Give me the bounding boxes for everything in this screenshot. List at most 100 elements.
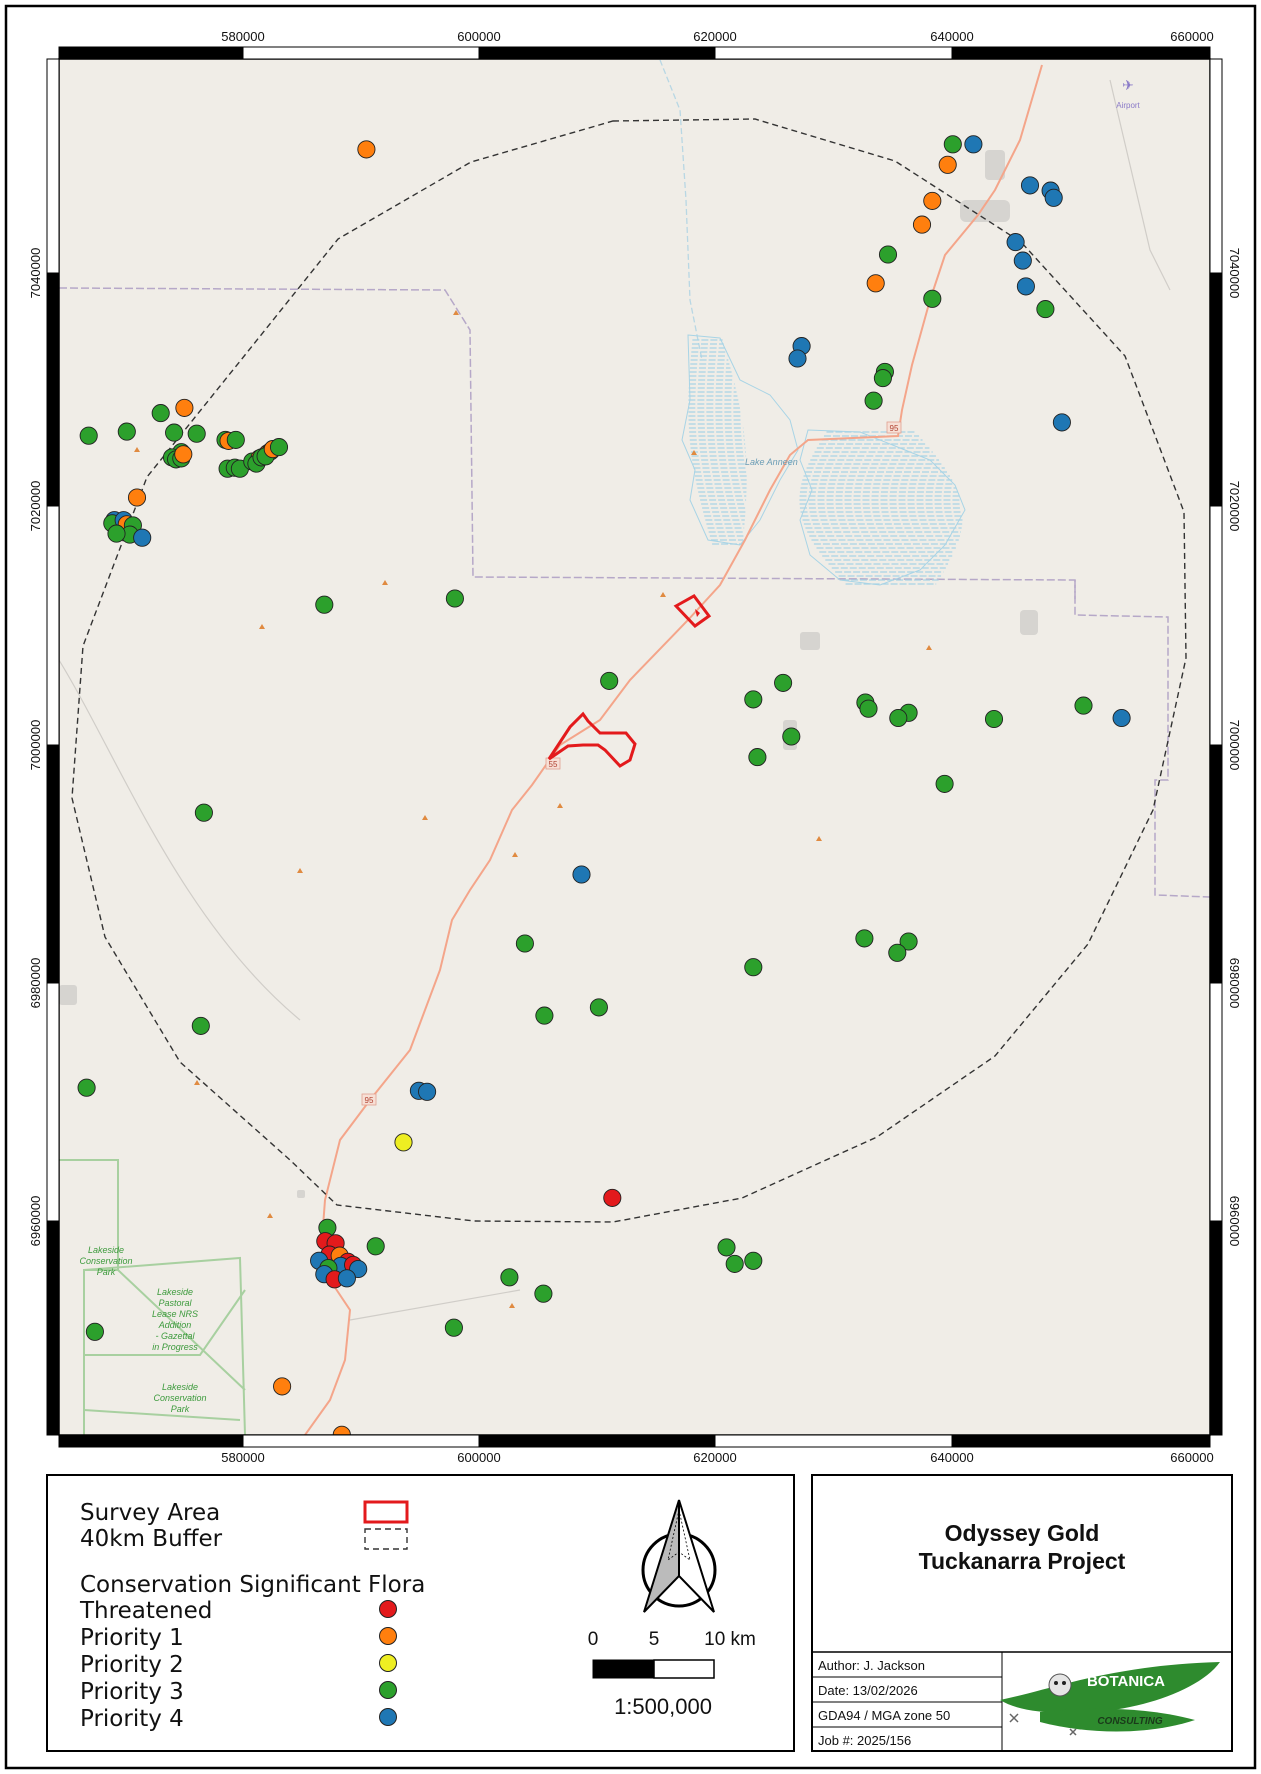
priority-3-point[interactable] bbox=[500, 1268, 519, 1287]
svg-text:95: 95 bbox=[365, 1096, 374, 1105]
priority-3-point[interactable] bbox=[725, 1254, 744, 1273]
priority-3-point[interactable] bbox=[864, 391, 883, 410]
x-tick-top: 660000 bbox=[1170, 29, 1213, 44]
priority-4-point[interactable] bbox=[1016, 277, 1035, 296]
priority-3-point[interactable] bbox=[107, 524, 126, 543]
priority-3-point[interactable] bbox=[444, 1318, 463, 1337]
priority-1-point[interactable] bbox=[273, 1377, 292, 1396]
priority-3-point[interactable] bbox=[873, 369, 892, 388]
priority-4-point[interactable] bbox=[1112, 708, 1131, 728]
priority-4-point[interactable] bbox=[133, 528, 152, 547]
priority-3-point[interactable] bbox=[117, 422, 136, 441]
scale-bar: 0 5 10 km 1:500,000 bbox=[588, 1629, 756, 1719]
priority-3-point[interactable] bbox=[923, 289, 942, 308]
priority-3-point[interactable] bbox=[855, 929, 874, 948]
survey-area-north[interactable] bbox=[673, 594, 712, 628]
priority-3-point[interactable] bbox=[889, 708, 908, 728]
priority-4-point[interactable] bbox=[964, 135, 983, 154]
svg-text:✈: ✈ bbox=[1122, 77, 1134, 93]
priority-4-point[interactable] bbox=[572, 865, 591, 884]
priority-3-point[interactable] bbox=[600, 671, 619, 690]
priority-1-point[interactable] bbox=[174, 445, 193, 464]
priority-1-point[interactable] bbox=[923, 191, 942, 210]
legend-heading: Conservation Significant Flora bbox=[80, 1572, 425, 1598]
priority-3-point[interactable] bbox=[534, 1284, 553, 1303]
priority-1-point[interactable] bbox=[866, 274, 885, 293]
priority-3-point[interactable] bbox=[77, 1078, 96, 1097]
priority-3-point[interactable] bbox=[165, 423, 184, 442]
priority-4-point[interactable] bbox=[1020, 176, 1040, 195]
priority-1-point[interactable] bbox=[175, 398, 194, 417]
priority-3-point[interactable] bbox=[744, 690, 763, 709]
priority-3-point[interactable] bbox=[878, 245, 898, 264]
title-block: Odyssey Gold Tuckanarra Project Author: … bbox=[811, 1474, 1233, 1752]
lake-label: Lake Anneen bbox=[745, 457, 798, 467]
priority-4-point[interactable] bbox=[418, 1082, 437, 1101]
priority-3-point[interactable] bbox=[226, 430, 245, 449]
x-tick-top: 640000 bbox=[930, 29, 973, 44]
x-tick-top: 580000 bbox=[221, 29, 264, 44]
priority-3-point[interactable] bbox=[859, 699, 878, 718]
reserve-labels: LakesideConservationParkLakesidePastoral… bbox=[79, 1245, 206, 1414]
peak-markers bbox=[134, 310, 932, 1308]
priority-4-point[interactable] bbox=[1013, 251, 1032, 270]
priority-3-point[interactable] bbox=[515, 934, 534, 953]
svg-text:55: 55 bbox=[549, 760, 558, 769]
priority-3-point[interactable] bbox=[151, 404, 170, 423]
x-tick-top: 620000 bbox=[693, 29, 736, 44]
priority-4-point[interactable] bbox=[788, 349, 807, 368]
priority-3-point[interactable] bbox=[748, 748, 767, 767]
priority-3-point[interactable] bbox=[984, 709, 1004, 729]
priority-3-point[interactable] bbox=[774, 673, 793, 692]
x-tick-bottom: 620000 bbox=[693, 1450, 736, 1465]
priority-3-point[interactable] bbox=[535, 1006, 554, 1025]
legend-p4-dot bbox=[379, 1708, 397, 1726]
priority-3-point[interactable] bbox=[589, 998, 608, 1017]
reserve-label: Lakeside bbox=[157, 1287, 193, 1297]
priority-3-point[interactable] bbox=[717, 1238, 736, 1257]
svg-text:0: 0 bbox=[588, 1629, 599, 1650]
priority-3-point[interactable] bbox=[187, 424, 206, 443]
priority-3-point[interactable] bbox=[191, 1016, 210, 1035]
priority-1-point[interactable] bbox=[357, 140, 376, 159]
airport-icon: ✈ Airport bbox=[1116, 77, 1140, 110]
priority-3-point[interactable] bbox=[744, 1251, 763, 1270]
priority-3-point[interactable] bbox=[935, 774, 954, 793]
priority-3-point[interactable] bbox=[1036, 300, 1055, 319]
legend-p1-dot bbox=[379, 1627, 397, 1645]
priority-3-point[interactable] bbox=[85, 1322, 104, 1341]
map-layers[interactable]: 95 95 55 ✈ Airport bbox=[59, 59, 1210, 1551]
priority-2-point[interactable] bbox=[394, 1133, 413, 1152]
drainage-line bbox=[659, 59, 703, 361]
priority-4-point[interactable] bbox=[1044, 188, 1063, 207]
priority-3-point[interactable] bbox=[366, 1237, 385, 1256]
priority-3-point[interactable] bbox=[315, 595, 334, 614]
priority-3-point[interactable] bbox=[445, 589, 464, 608]
priority-4-point[interactable] bbox=[1006, 233, 1025, 252]
svg-text:Airport: Airport bbox=[1116, 101, 1140, 110]
flora-points[interactable] bbox=[77, 135, 1131, 1551]
priority-1-point[interactable] bbox=[127, 488, 147, 507]
legend-threatened: Threatened bbox=[79, 1598, 212, 1624]
priority-3-point[interactable] bbox=[1074, 696, 1093, 715]
priority-3-point[interactable] bbox=[782, 727, 801, 746]
north-arrow-icon bbox=[641, 1499, 717, 1613]
priority-3-point[interactable] bbox=[888, 943, 907, 962]
priority-3-point[interactable] bbox=[79, 426, 98, 445]
priority-3-point[interactable] bbox=[943, 135, 962, 154]
reserve-label: - Gazettal bbox=[155, 1331, 195, 1341]
priority-3-point[interactable] bbox=[899, 932, 918, 951]
track-line bbox=[349, 1289, 521, 1321]
legend-survey-swatch bbox=[363, 1500, 409, 1524]
priority-4-point[interactable] bbox=[1052, 413, 1071, 432]
x-tick-bottom: 660000 bbox=[1170, 1450, 1213, 1465]
priority-3-point[interactable] bbox=[744, 958, 763, 977]
priority-3-point[interactable] bbox=[269, 438, 289, 457]
survey-area-south[interactable] bbox=[547, 711, 637, 768]
priority-4-point[interactable] bbox=[337, 1269, 356, 1288]
threatened-point[interactable] bbox=[603, 1188, 622, 1207]
y-tick-right: 6960000 bbox=[1227, 1196, 1242, 1247]
priority-3-point[interactable] bbox=[194, 803, 213, 822]
priority-1-point[interactable] bbox=[912, 215, 932, 234]
priority-1-point[interactable] bbox=[938, 155, 957, 174]
